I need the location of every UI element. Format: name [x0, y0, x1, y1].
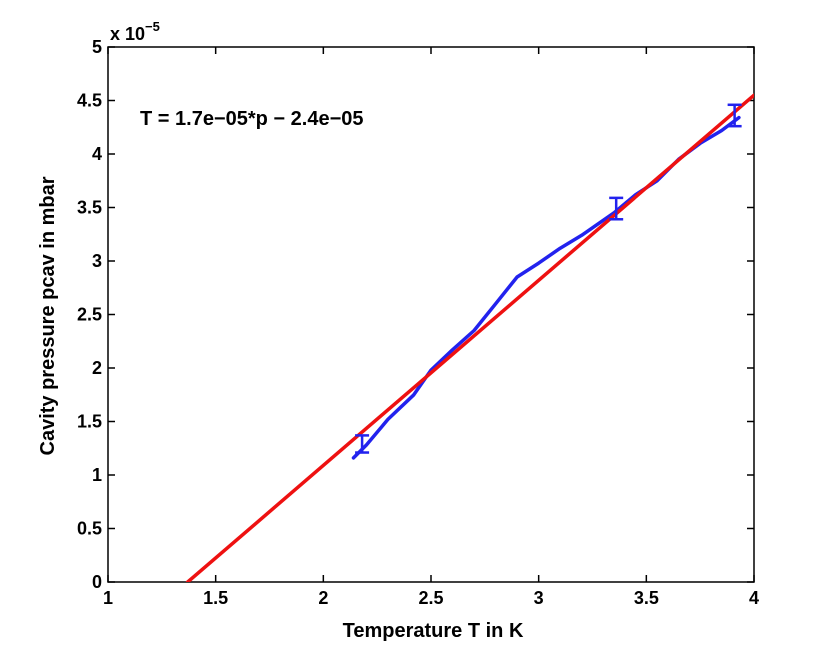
y-tick-label: 4 [92, 144, 102, 164]
x-tick-label: 2.5 [418, 588, 443, 608]
x-tick-label: 4 [749, 588, 759, 608]
y-tick-label: 0.5 [77, 519, 102, 539]
x-tick-label: 1.5 [203, 588, 228, 608]
y-axis-title: Cavity pressure pcav in mbar [37, 176, 59, 455]
x-tick-label: 3 [534, 588, 544, 608]
y-exponent-base: x 10 [110, 24, 145, 44]
plot-area: 1 1.5 2 2.5 3 3.5 4 0 0.5 1 1.5 2 2.5 3 3.5 4 4.5 5 [77, 37, 759, 608]
y-tick-label: 4.5 [77, 91, 102, 111]
x-tick-label: 3.5 [634, 588, 659, 608]
y-tick-label: 2.5 [77, 305, 102, 325]
y-tick-label: 5 [92, 37, 102, 57]
y-exponent-label: x 10−5 [110, 19, 160, 44]
x-tick-label: 2 [318, 588, 328, 608]
y-tick-label: 2 [92, 358, 102, 378]
x-axis-title: Temperature T in K [343, 620, 524, 642]
fit-line [185, 93, 754, 582]
y-tick-label: 0 [92, 572, 102, 592]
fit-equation-annotation: T = 1.7e−05*p − 2.4e−05 [140, 108, 364, 130]
y-tick-label: 3 [92, 251, 102, 271]
y-exponent-power: −5 [145, 19, 160, 34]
x-tick-label: 1 [103, 588, 113, 608]
y-tick-label: 3.5 [77, 198, 102, 218]
y-tick-label: 1 [92, 465, 102, 485]
y-tick-label: 1.5 [77, 412, 102, 432]
plot-frame [107, 46, 755, 583]
